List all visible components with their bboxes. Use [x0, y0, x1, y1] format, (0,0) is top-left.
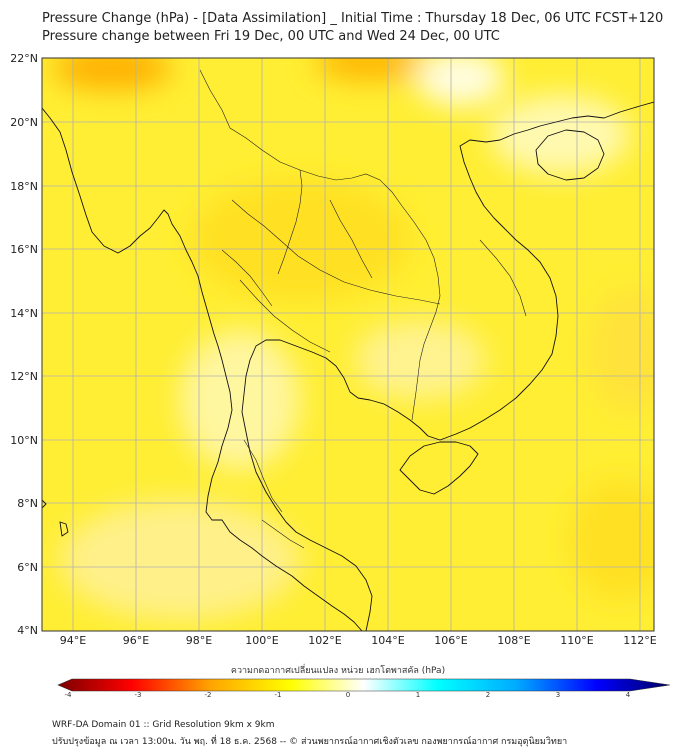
pressure-field — [42, 58, 654, 631]
lat-label: 14°N — [10, 307, 38, 320]
coast-west-peninsula — [42, 107, 363, 631]
lon-label: 98°E — [185, 634, 213, 647]
coastlines — [42, 101, 654, 631]
colorbar-title: ความกดอากาศเปลี่ยนแปลง หน่วย เฮกโตพาสคัล… — [230, 666, 446, 676]
footer-credit: ปรับปรุงข้อมูล ณ เวลา 13:00น. วัน พฤ. ที… — [52, 737, 568, 747]
border-northeast — [231, 199, 441, 305]
lat-label: 10°N — [10, 434, 38, 447]
coast-mekong-delta — [399, 441, 479, 495]
border-north-thailand — [277, 169, 303, 275]
lat-label: 8°N — [17, 497, 38, 510]
coast-indochina — [241, 101, 654, 631]
lat-label: 18°N — [10, 180, 38, 193]
colorbar-tick: 4 — [625, 691, 631, 699]
lon-label: 106°E — [434, 634, 468, 647]
map-title: Pressure Change (hPa) - [Data Assimilati… — [42, 11, 664, 26]
pressure-change-map — [41, 57, 655, 632]
field-patch-east — [590, 290, 654, 410]
field-patch-north — [315, 58, 425, 80]
lat-label: 4°N — [17, 624, 38, 637]
colorbar-tick: 2 — [485, 691, 491, 699]
border-vietnam-laos — [479, 239, 527, 317]
coast-island-nicobar — [59, 521, 69, 537]
admin-borders — [199, 69, 527, 549]
lon-label: 100°E — [245, 634, 279, 647]
lon-label: 112°E — [623, 634, 657, 647]
lat-label: 12°N — [10, 370, 38, 383]
lon-label: 94°E — [59, 634, 87, 647]
coast-hainan — [535, 129, 605, 181]
field-patch-light-hainan — [490, 95, 630, 175]
field-patch-light-northeast — [415, 58, 505, 106]
field-patch-light-andaman — [180, 330, 300, 470]
colorbar-bar — [57, 678, 671, 692]
colorbar-tick: 0 — [345, 691, 351, 699]
lon-label: 102°E — [308, 634, 342, 647]
field-patch-central — [190, 180, 410, 300]
border-isan — [329, 199, 373, 279]
field-patch-northwest — [52, 58, 172, 90]
colorbar-tick: -1 — [274, 691, 282, 699]
colorbar-tick: 3 — [555, 691, 561, 699]
lon-label: 96°E — [122, 634, 150, 647]
border-west-thailand — [221, 249, 273, 307]
border-thai-malaysia — [261, 519, 305, 549]
field-patch-southeast — [570, 480, 654, 600]
lat-label: 22°N — [10, 52, 38, 65]
graticule — [42, 58, 654, 631]
map-subtitle: Pressure change between Fri 19 Dec, 00 U… — [42, 29, 500, 44]
lat-label: 20°N — [10, 116, 38, 129]
border-south-thailand — [243, 439, 283, 513]
lon-label: 108°E — [497, 634, 531, 647]
lat-label: 6°N — [17, 561, 38, 574]
field-patch-light-south — [60, 500, 300, 620]
lon-label: 110°E — [560, 634, 594, 647]
lon-label: 104°E — [371, 634, 405, 647]
colorbar-tick: -3 — [134, 691, 142, 699]
border-central-thailand — [239, 279, 331, 353]
colorbar-tick: 1 — [415, 691, 421, 699]
lat-label: 16°N — [10, 243, 38, 256]
coast-island-west — [42, 499, 47, 509]
colorbar-tick: -4 — [64, 691, 72, 699]
colorbar — [57, 678, 671, 692]
footer-model-info: WRF-DA Domain 01 :: Grid Resolution 9km … — [52, 720, 275, 730]
map-frame — [41, 57, 655, 632]
colorbar-tick: -2 — [204, 691, 212, 699]
border-thailand-laos-cambodia — [199, 69, 441, 421]
